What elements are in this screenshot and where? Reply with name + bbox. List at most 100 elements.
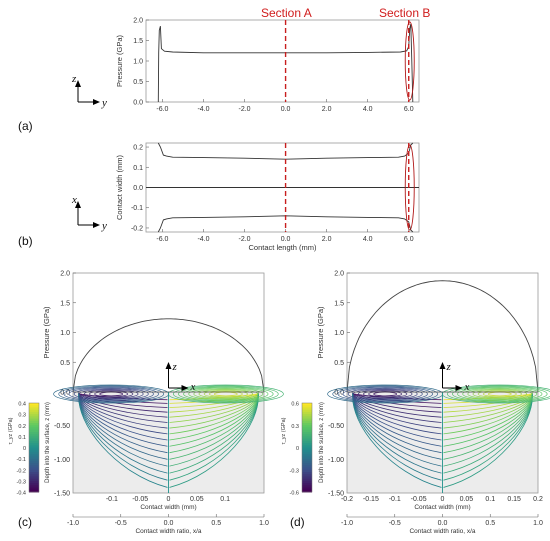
contour-core-left-d [357,389,413,399]
y-tick-label-a: 1.5 [133,38,143,45]
colorbar-tick-c: 0.1 [18,435,26,441]
triad-a-y-arrowhead [93,99,100,105]
colorbar-step-d [302,423,312,426]
depth-tick-d: -1.00 [328,457,344,464]
colorbar-step-c [29,447,39,451]
y-axis-label-b: Contact width (mm) [115,154,124,220]
colorbar-step-d [302,445,312,448]
x-tick-label-b: -6.0 [156,236,168,243]
colorbar-step-c [29,471,39,475]
contour-left-d [352,392,442,488]
contour-core-right-c [183,387,269,401]
contour-core-left-d [332,385,439,403]
pressure-axis-label-d: Pressure (GPa) [316,306,325,359]
colorbar-tick-c: 0.2 [18,424,26,430]
colorbar-step-d [302,420,312,424]
contour-core-right-d [467,388,533,400]
panel-label-a: (a) [18,119,33,133]
colorbar-step-c [29,403,39,406]
pressure-profile-c [72,318,265,393]
colorbar-step-d [302,443,312,446]
y-tick-label-a: 1.0 [133,59,143,66]
colorbar-step-c [29,480,39,484]
x-tick-label-b: -2.0 [238,236,250,243]
ratio-tick-label-c: 0.5 [211,520,221,527]
x-tick-mm-d: 0.15 [507,496,521,503]
x-label-c: x [190,381,196,393]
section-b-ellipse-b [404,144,415,231]
x-tick-label-a: 6.0 [404,106,414,113]
colorbar-tick-c: 0.3 [18,413,26,419]
colorbar-step-c [29,483,39,486]
pressure-tick-d: 0.0 [334,390,344,397]
ratio-axis-label-c: Contact width ratio, x/a [135,528,201,535]
contour-core-left-c [63,386,159,402]
contour-core-right-d [462,387,538,401]
pressure-tick-d: 2.0 [334,271,344,278]
contour-core-right-d [482,391,517,397]
ratio-tick-label-c: 1.0 [259,520,269,527]
depth-tick-c: -1.50 [54,491,70,498]
colorbar-step-c [29,469,39,473]
pressure-tick-c: 0.0 [60,390,70,397]
pressure-tick-c: 0.5 [60,360,70,367]
contour-core-right-c [198,389,254,399]
colorbar-step-c [29,485,39,489]
x-tick-label-b: 6.0 [404,236,414,243]
colorbar-step-c [29,456,39,460]
colorbar-step-d [302,456,312,460]
x-tick-mm-c: 0.1 [220,496,230,503]
ratio-axis-label-d: Contact width ratio, x/a [409,528,475,535]
x-tick-label-a: 0.0 [281,106,291,113]
colorbar-step-d [302,451,312,455]
colorbar-step-c [29,429,39,433]
y-tick-label-b: 0.1 [133,165,143,172]
x-tick-label-b: 2.0 [322,236,332,243]
colorbar-frame-c [28,402,40,493]
triad-b-y-arrowhead [93,222,100,228]
colorbar-step-c [29,407,39,411]
colorbar-step-d [302,458,312,462]
ratio-tick-label-d: -1.0 [341,520,353,527]
chart-b: -0.2 -0.1 0.0 0.1 0.2 -6.0 -4.0 -2.0 0.0 2.0 4.0 6.… [115,142,420,252]
x-axis-label-mm-c: Contact width (mm) [140,504,196,511]
y-tick-label-b: -0.2 [131,225,143,232]
x-tick-label-b: 0.0 [281,236,291,243]
colorbar-step-d [302,409,312,413]
y-tick-label-a: 2.0 [133,18,143,25]
x-tick-mm-d: -0.2 [341,496,353,503]
x-label-d: x [464,381,470,393]
contour-core-left-c [78,388,144,400]
chart-a: 0.0 0.5 1.0 1.5 2.0 -6.0 -4.0 -2.0 0.0 2.0 4.0 6.0 P… [115,18,420,113]
colorbar-step-d [302,489,312,493]
y-tick-label-a: 0.5 [133,79,143,86]
colorbar-step-d [302,465,312,469]
colorbar-step-c [29,438,39,442]
colorbar-tick-c: -0.1 [17,457,26,463]
x-tick-label-a: -4.0 [197,106,209,113]
y-axis-label-a: Pressure (GPa) [115,34,124,87]
contour-core-right-c [203,390,248,398]
contour-right-c [169,392,259,488]
y-tick-label-b: -0.1 [131,205,143,212]
contour-core-right-d [457,387,543,401]
colorbar-step-d [302,431,312,435]
panel-label-d: (d) [290,515,305,529]
contour-core-right-c [178,386,274,402]
colorbar-frame-d [301,402,313,493]
ratio-tick-label-c: -0.5 [115,520,127,527]
colorbar-step-c [29,454,39,457]
pressure-tick-d: 1.5 [334,300,344,307]
x-tick-label-b: -4.0 [197,236,209,243]
x-tick-label-b: 4.0 [363,236,373,243]
x-tick-mm-d: -0.1 [389,496,401,503]
colorbar-step-c [29,418,39,422]
colorbar-step-d [302,483,312,486]
x-tick-mm-d: 0.1 [485,496,495,503]
colorbar-tick-c: 0.4 [18,402,26,408]
colorbar-step-c [29,427,39,431]
pressure-tick-c: 1.0 [60,330,70,337]
